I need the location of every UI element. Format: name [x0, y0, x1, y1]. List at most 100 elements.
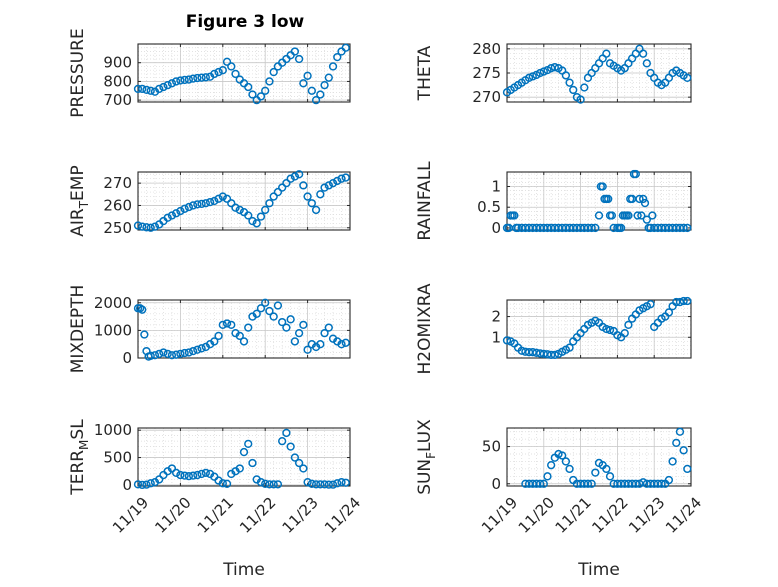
data-point	[648, 211, 657, 220]
data-point	[594, 211, 604, 220]
axes-frame	[137, 171, 351, 231]
data-point	[602, 324, 611, 334]
y-tick-label: 260	[103, 196, 132, 214]
data-point	[235, 464, 244, 473]
data-point	[576, 95, 585, 104]
data-point	[188, 471, 198, 480]
data-point	[167, 79, 177, 88]
data-point	[517, 346, 526, 355]
data-point	[294, 170, 304, 179]
data-point	[197, 199, 206, 209]
data-point	[210, 196, 219, 206]
y-axis-label: AIRTEMP	[68, 165, 91, 236]
data-point	[341, 173, 350, 182]
data-point	[616, 223, 626, 233]
data-point	[176, 76, 185, 85]
data-point	[646, 299, 655, 309]
data-point	[146, 351, 155, 360]
data-point	[261, 205, 270, 215]
data-point	[607, 211, 617, 220]
data-point	[337, 174, 346, 183]
axes-frame	[506, 427, 692, 487]
x-tick-label: 11/21	[194, 494, 237, 537]
subplot-rainfall: 0 0.5 1 RAINFALL	[415, 161, 692, 241]
subplot-air_temp: 250 260 270 AIRTEMP	[68, 165, 351, 237]
data-point	[239, 79, 249, 88]
data-point	[311, 205, 321, 215]
data-point	[565, 464, 574, 474]
data-point	[337, 340, 346, 349]
data-point	[664, 475, 674, 485]
x-tick-label: 11/19	[478, 494, 521, 537]
data-point	[180, 471, 189, 480]
data-point	[256, 478, 266, 487]
data-point	[142, 480, 151, 489]
data-point	[138, 480, 147, 490]
subplot-terr_msl: 0 500 1000 11/19 11/20 11/21 11/22 11/23 11/24 Ti…	[68, 419, 364, 580]
data-point	[328, 62, 338, 71]
data-point	[140, 330, 149, 339]
data-point	[235, 331, 244, 341]
y-axis-label: TERRMSL	[68, 419, 91, 496]
data-point	[269, 67, 278, 77]
data-point	[269, 312, 278, 321]
data-point	[227, 62, 236, 71]
data-point	[138, 305, 147, 314]
data-point	[303, 71, 312, 80]
data-point	[635, 194, 644, 204]
data-point	[543, 472, 552, 481]
data-point	[159, 348, 168, 357]
data-point	[150, 222, 160, 231]
data-point	[587, 479, 596, 488]
data-point	[244, 323, 253, 332]
data-point	[580, 83, 589, 92]
y-tick-label: 1000	[94, 421, 132, 439]
data-point	[328, 179, 338, 188]
data-point	[290, 337, 300, 346]
data-point	[218, 320, 227, 330]
data-point	[176, 349, 185, 359]
data-point	[550, 350, 559, 360]
data-point	[167, 351, 177, 360]
data-point	[172, 350, 181, 359]
x-tick-label: 11/21	[552, 494, 595, 537]
data-point	[679, 446, 688, 455]
data-point	[333, 479, 342, 488]
data-point	[172, 468, 181, 478]
data-point	[210, 69, 219, 79]
x-tick-label: 11/24	[321, 494, 364, 537]
data-point	[278, 317, 287, 327]
data-point	[248, 458, 257, 468]
data-point	[524, 73, 534, 82]
data-point	[633, 211, 642, 220]
data-point	[333, 52, 342, 62]
data-point	[333, 176, 342, 186]
subplot-mixdepth: 0 1000 2000 MIXDEPTH	[68, 285, 351, 374]
data-point	[307, 479, 316, 488]
data-point	[252, 309, 261, 318]
data-point	[146, 86, 155, 95]
data-point	[273, 301, 283, 310]
data-point	[668, 457, 677, 466]
data-point	[620, 328, 629, 338]
data-point	[290, 172, 300, 181]
data-point	[565, 78, 574, 87]
data-point	[510, 211, 519, 220]
y-tick-label: 0	[122, 349, 132, 367]
x-tick-label: 11/20	[151, 494, 194, 537]
data-point	[294, 54, 304, 64]
data-point	[273, 62, 283, 71]
y-axis-label: MIXDEPTH	[68, 285, 88, 374]
data-point	[256, 304, 266, 313]
data-point	[299, 181, 308, 190]
data-point	[278, 436, 287, 446]
x-tick-label: 11/20	[515, 494, 558, 537]
x-tick-label: 11/23	[279, 494, 322, 537]
y-axis-label: RAINFALL	[415, 161, 435, 241]
data-point	[205, 197, 215, 207]
data-point	[624, 211, 633, 220]
data-point	[639, 49, 648, 58]
data-point	[624, 320, 633, 330]
